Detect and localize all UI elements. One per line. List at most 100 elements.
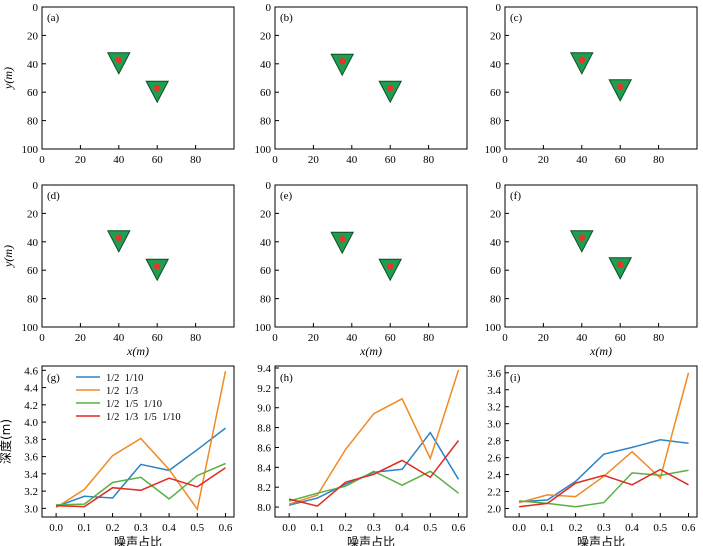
panel-label: (b) [280, 12, 293, 24]
y-tick-label: 3.0 [487, 419, 501, 431]
x-axis-label: 噪声占比 [577, 534, 625, 546]
x-tick-label: 80 [653, 154, 665, 166]
x-tick-label: 0 [502, 154, 508, 166]
series-line-blue [55, 427, 226, 508]
x-tick-label: 0.2 [339, 522, 353, 534]
y-axis-label: y(m) [1, 245, 15, 268]
y-tick-label: 100 [485, 144, 502, 156]
series-line-green [288, 470, 459, 502]
y-tick-label: 60 [490, 87, 502, 99]
panel-label: (g) [47, 372, 60, 384]
y-tick-label: 0 [496, 180, 502, 192]
y-tick-label: 40 [260, 59, 272, 71]
x-tick-label: 60 [152, 332, 164, 344]
x-tick-label: 60 [385, 332, 397, 344]
x-tick-label: 80 [190, 154, 202, 166]
source-point [153, 84, 161, 92]
x-tick-label: 0.6 [452, 522, 466, 534]
panel-label: (e) [280, 190, 293, 202]
y-tick-label: 4.4 [24, 383, 38, 395]
y-tick-label: 80 [27, 116, 39, 128]
source-marker [608, 257, 633, 280]
y-tick-label: 4.6 [24, 365, 38, 377]
y-tick-label: 40 [490, 237, 502, 249]
y-tick-label: 2.0 [487, 504, 501, 516]
y-tick-label: 3.2 [24, 486, 38, 498]
x-tick-label: 0.2 [569, 522, 583, 534]
y-tick-label: 80 [490, 116, 502, 128]
y-tick-label: 60 [260, 87, 272, 99]
y-tick-label: 4.2 [24, 400, 38, 412]
source-point [386, 262, 394, 270]
source-marker [569, 52, 594, 75]
map-frame-2 [504, 6, 698, 150]
x-tick-label: 60 [615, 332, 627, 344]
x-tick-label: 0.0 [282, 522, 296, 534]
x-tick-label: 0.4 [162, 522, 176, 534]
source-point [115, 56, 123, 64]
y-tick-label: 2.6 [487, 453, 501, 465]
source-marker [145, 80, 170, 104]
series-line-red [288, 440, 460, 507]
y-axis-label: 深度(m) [0, 419, 13, 464]
source-point [386, 84, 394, 92]
panel-label: (h) [280, 372, 293, 384]
series-line-blue [519, 439, 689, 503]
x-tick-label: 0.1 [540, 522, 554, 534]
y-tick-label: 20 [260, 30, 272, 42]
legend-entry: 1/2 1/3 1/5 1/10 [106, 412, 181, 423]
series-line-blue [288, 431, 460, 506]
source-marker [106, 52, 131, 75]
y-tick-label: 9.4 [257, 363, 271, 375]
x-tick-label: 0 [272, 332, 278, 344]
source-marker [106, 230, 131, 253]
y-tick-label: 2.4 [487, 470, 501, 482]
series-line-red [56, 467, 226, 508]
y-tick-label: 0 [266, 180, 272, 192]
x-tick-label: 40 [576, 332, 588, 344]
panel-label: (c) [510, 12, 523, 24]
x-tick-label: 0.5 [190, 522, 204, 534]
source-marker [330, 53, 355, 77]
panel-label: (f) [510, 190, 521, 202]
source-marker [569, 230, 594, 253]
x-tick-label: 0.1 [77, 522, 91, 534]
map-frame-4 [274, 184, 468, 328]
x-tick-label: 80 [190, 332, 202, 344]
y-tick-label: 0 [496, 2, 502, 14]
y-tick-label: 4.0 [24, 417, 38, 429]
x-tick-label: 0.6 [682, 522, 696, 534]
x-tick-label: 40 [576, 154, 588, 166]
x-tick-label: 0.3 [367, 522, 381, 534]
x-axis-label: 噪声占比 [114, 534, 162, 546]
y-tick-label: 40 [490, 59, 502, 71]
x-tick-label: 60 [615, 154, 627, 166]
panel-label: (i) [510, 372, 521, 384]
x-tick-label: 40 [113, 332, 125, 344]
x-tick-label: 80 [423, 154, 435, 166]
y-tick-label: 60 [260, 265, 272, 277]
x-tick-label: 20 [308, 332, 320, 344]
y-tick-label: 60 [27, 265, 39, 277]
panel-label: (a) [47, 12, 60, 24]
line-frame-0 [41, 365, 235, 518]
y-tick-label: 3.4 [24, 469, 38, 481]
x-tick-label: 60 [385, 154, 397, 166]
x-tick-label: 0.0 [49, 522, 63, 534]
x-tick-label: 0.2 [106, 522, 120, 534]
legend-entry: 1/2 1/3 [106, 386, 138, 397]
y-tick-label: 9.0 [257, 403, 271, 415]
source-point [338, 235, 346, 243]
x-tick-label: 0 [272, 154, 278, 166]
y-tick-label: 40 [27, 237, 39, 249]
x-tick-label: 80 [653, 332, 665, 344]
x-tick-label: 20 [308, 154, 320, 166]
x-tick-label: 0 [39, 332, 45, 344]
legend-entry: 1/2 1/10 [106, 373, 143, 384]
y-tick-label: 8.6 [257, 442, 271, 454]
y-tick-label: 80 [27, 294, 39, 306]
y-tick-label: 3.6 [487, 368, 501, 380]
series-line-red [519, 468, 689, 508]
map-frame-3 [41, 184, 235, 328]
